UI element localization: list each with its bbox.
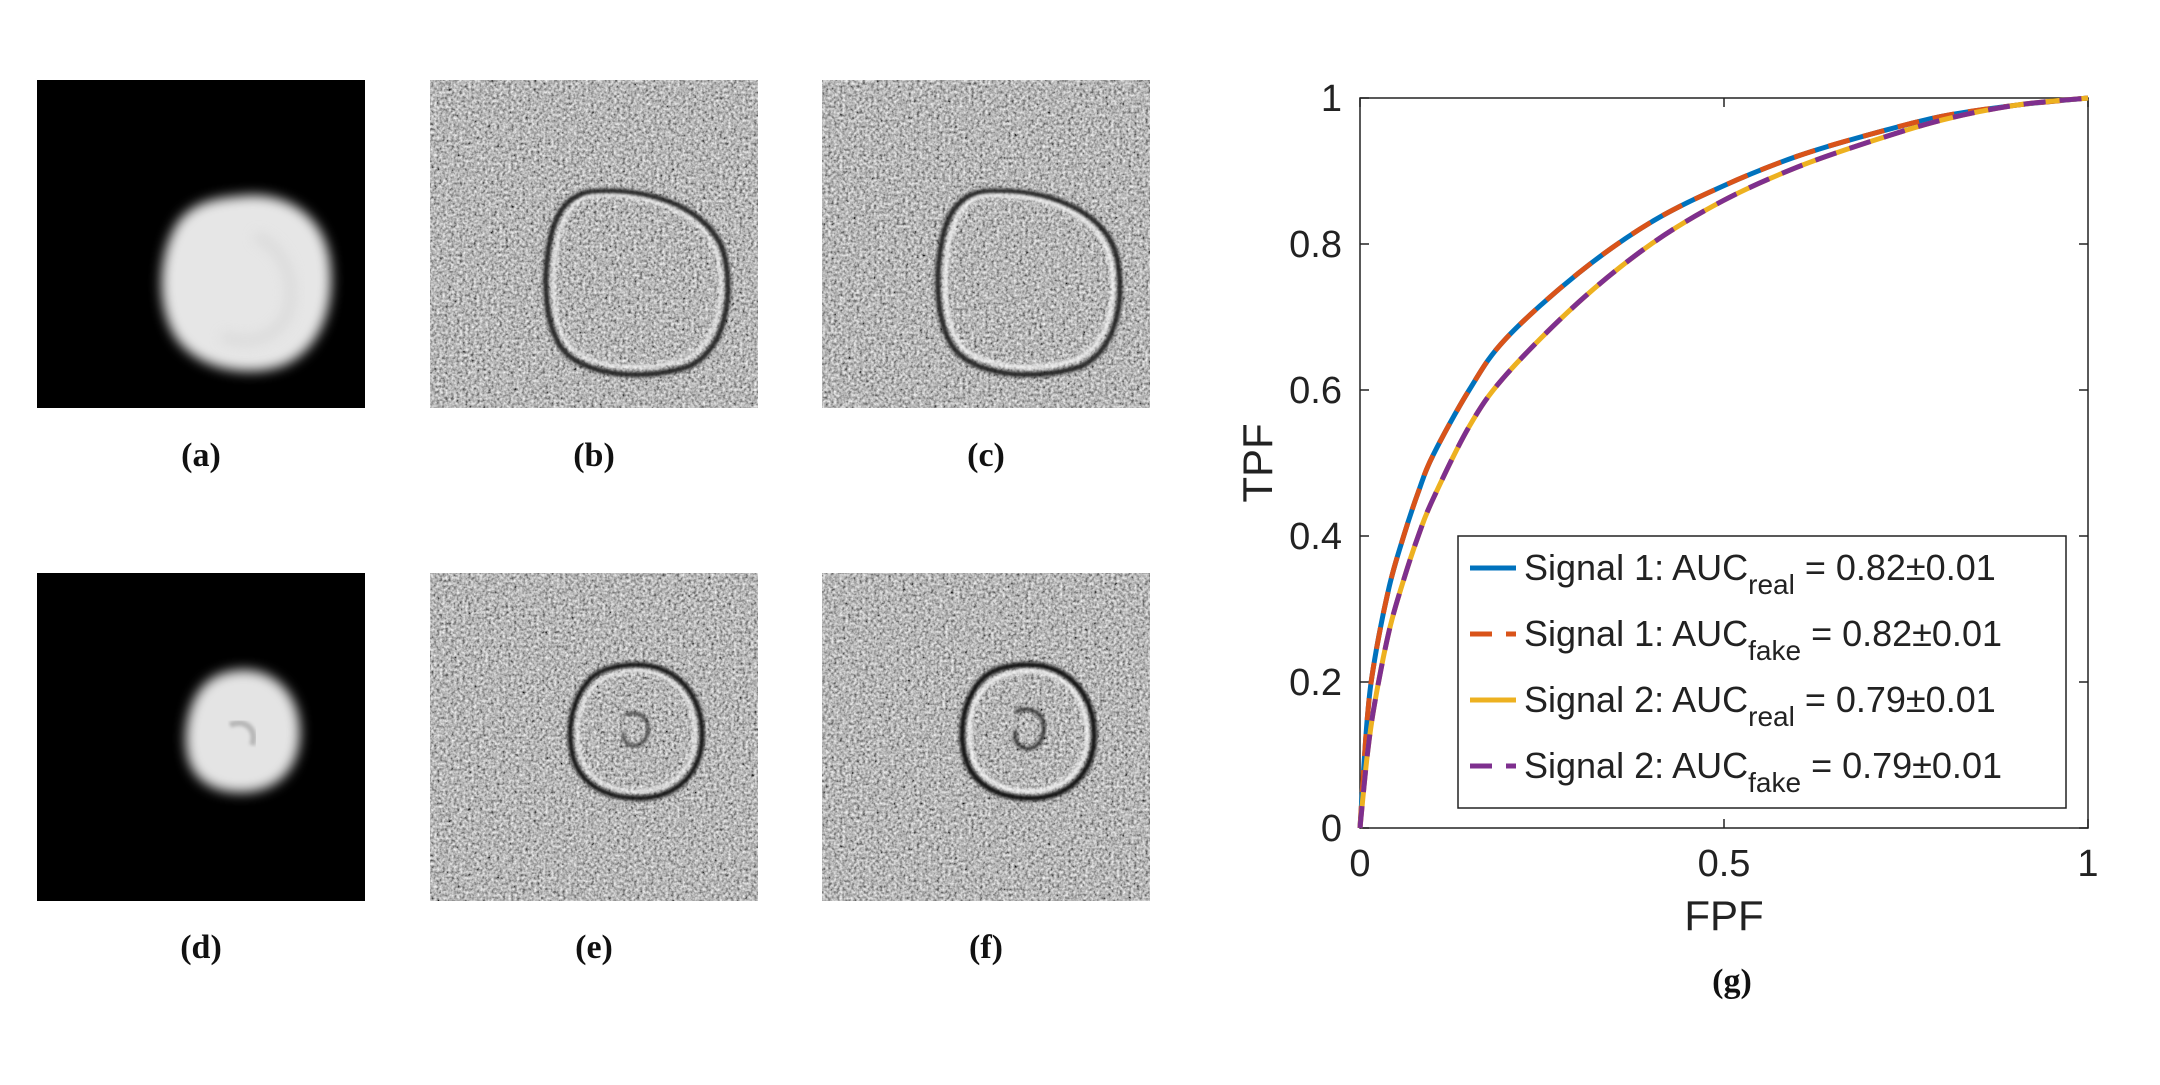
x-tick-label: 1 xyxy=(2077,843,2098,885)
y-tick-label: 0 xyxy=(1321,808,1342,850)
panel-label-f: (f) xyxy=(969,929,1003,966)
y-tick-label: 0.4 xyxy=(1289,516,1342,558)
legend-entry-1: Signal 1: AUCreal = 0.82±0.01 xyxy=(1524,547,1996,600)
legend-entry-3: Signal 2: AUCreal = 0.79±0.01 xyxy=(1524,679,1996,732)
panel-a-image xyxy=(37,80,365,408)
panel-c-image xyxy=(822,80,1150,408)
y-tick-label: 1 xyxy=(1321,78,1342,120)
y-tick-label: 0.8 xyxy=(1289,224,1342,266)
roc-chart: 0 0.5 1 0 0.2 0.4 0.6 0.8 1 FPF TPF Signal 1: AUCre… xyxy=(1234,78,2099,939)
y-axis-label: TPF xyxy=(1234,423,1281,502)
panel-label-e: (e) xyxy=(575,929,613,966)
panel-d-image xyxy=(37,573,365,901)
panel-label-b: (b) xyxy=(573,437,615,474)
chart-panel-label: (g) xyxy=(1712,963,1752,1000)
legend-box xyxy=(1457,535,2067,809)
series-line-4 xyxy=(1357,95,2089,829)
y-tick-label: 0.6 xyxy=(1289,370,1342,412)
x-tick-label: 0.5 xyxy=(1698,843,1751,885)
panel-label-a: (a) xyxy=(181,437,221,474)
legend-entry-4: Signal 2: AUCfake = 0.79±0.01 xyxy=(1524,745,2002,798)
panel-e-image xyxy=(430,573,758,901)
y-tick-label: 0.2 xyxy=(1289,662,1342,704)
panel-label-d: (d) xyxy=(180,929,222,966)
legend-entry-2: Signal 1: AUCfake = 0.82±0.01 xyxy=(1524,613,2002,666)
panel-label-c: (c) xyxy=(967,437,1005,474)
series-line-1 xyxy=(1357,95,2089,829)
panel-f-image xyxy=(822,573,1150,901)
x-tick-label: 0 xyxy=(1349,843,1370,885)
x-axis-label: FPF xyxy=(1684,892,1763,939)
panel-b-image xyxy=(430,80,758,408)
